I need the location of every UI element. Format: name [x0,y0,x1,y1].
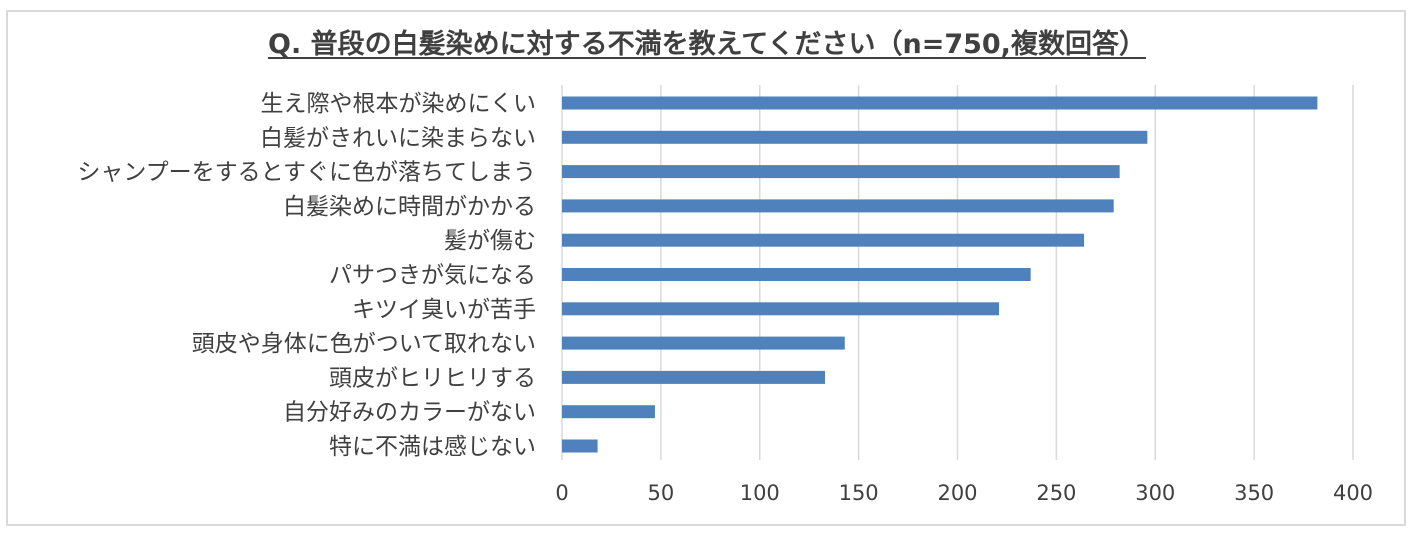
category-label: シャンプーをするとすぐに色が落ちてしまう [77,160,536,186]
category-label: 頭皮や身体に色がついて取れない [192,331,536,357]
category-label: 特に不満は感じない [329,434,536,460]
x-tick-label: 400 [1333,481,1373,505]
bar [562,405,655,419]
category-label: 生え際や根本が染めにくい [260,91,536,117]
x-tick-label: 200 [937,481,977,505]
bar [562,130,1148,144]
chart-title: Q. 普段の白髪染めに対する不満を教えてください（n=750,複数回答） [268,29,1146,60]
category-label: 頭皮がヒリヒリする [329,365,536,391]
x-tick-label: 50 [648,481,675,505]
category-label: 自分好みのカラーがない [283,400,536,426]
x-tick-label: 350 [1234,481,1274,505]
bar [562,268,1031,281]
category-label: キツイ臭いが苦手 [352,297,536,323]
category-label: 白髪染めに時間がかかる [283,194,536,220]
bar [562,302,1000,316]
category-label: 白髪がきれいに染まらない [260,125,536,151]
bar [562,199,1114,213]
bar [562,96,1318,110]
bar [562,233,1085,247]
bar [562,165,1120,179]
bar [562,370,826,384]
x-tick-label: 100 [740,481,780,505]
bar [562,336,845,350]
bar [562,439,598,453]
category-label: パサつきが気になる [329,263,536,289]
x-tick-label: 250 [1036,481,1076,505]
bars [562,96,1318,453]
x-tick-label: 300 [1135,481,1175,505]
x-tick-labels: 0 50 100 150 200 250 300 350 400 [555,481,1373,505]
category-label: 髪が傷む [444,228,536,254]
x-tick-label: 150 [839,481,879,505]
category-labels: 生え際や根本が染めにくい白髪がきれいに染まらないシャンプーをするとすぐに色が落ち… [77,91,536,460]
x-tick-label: 0 [555,481,568,505]
